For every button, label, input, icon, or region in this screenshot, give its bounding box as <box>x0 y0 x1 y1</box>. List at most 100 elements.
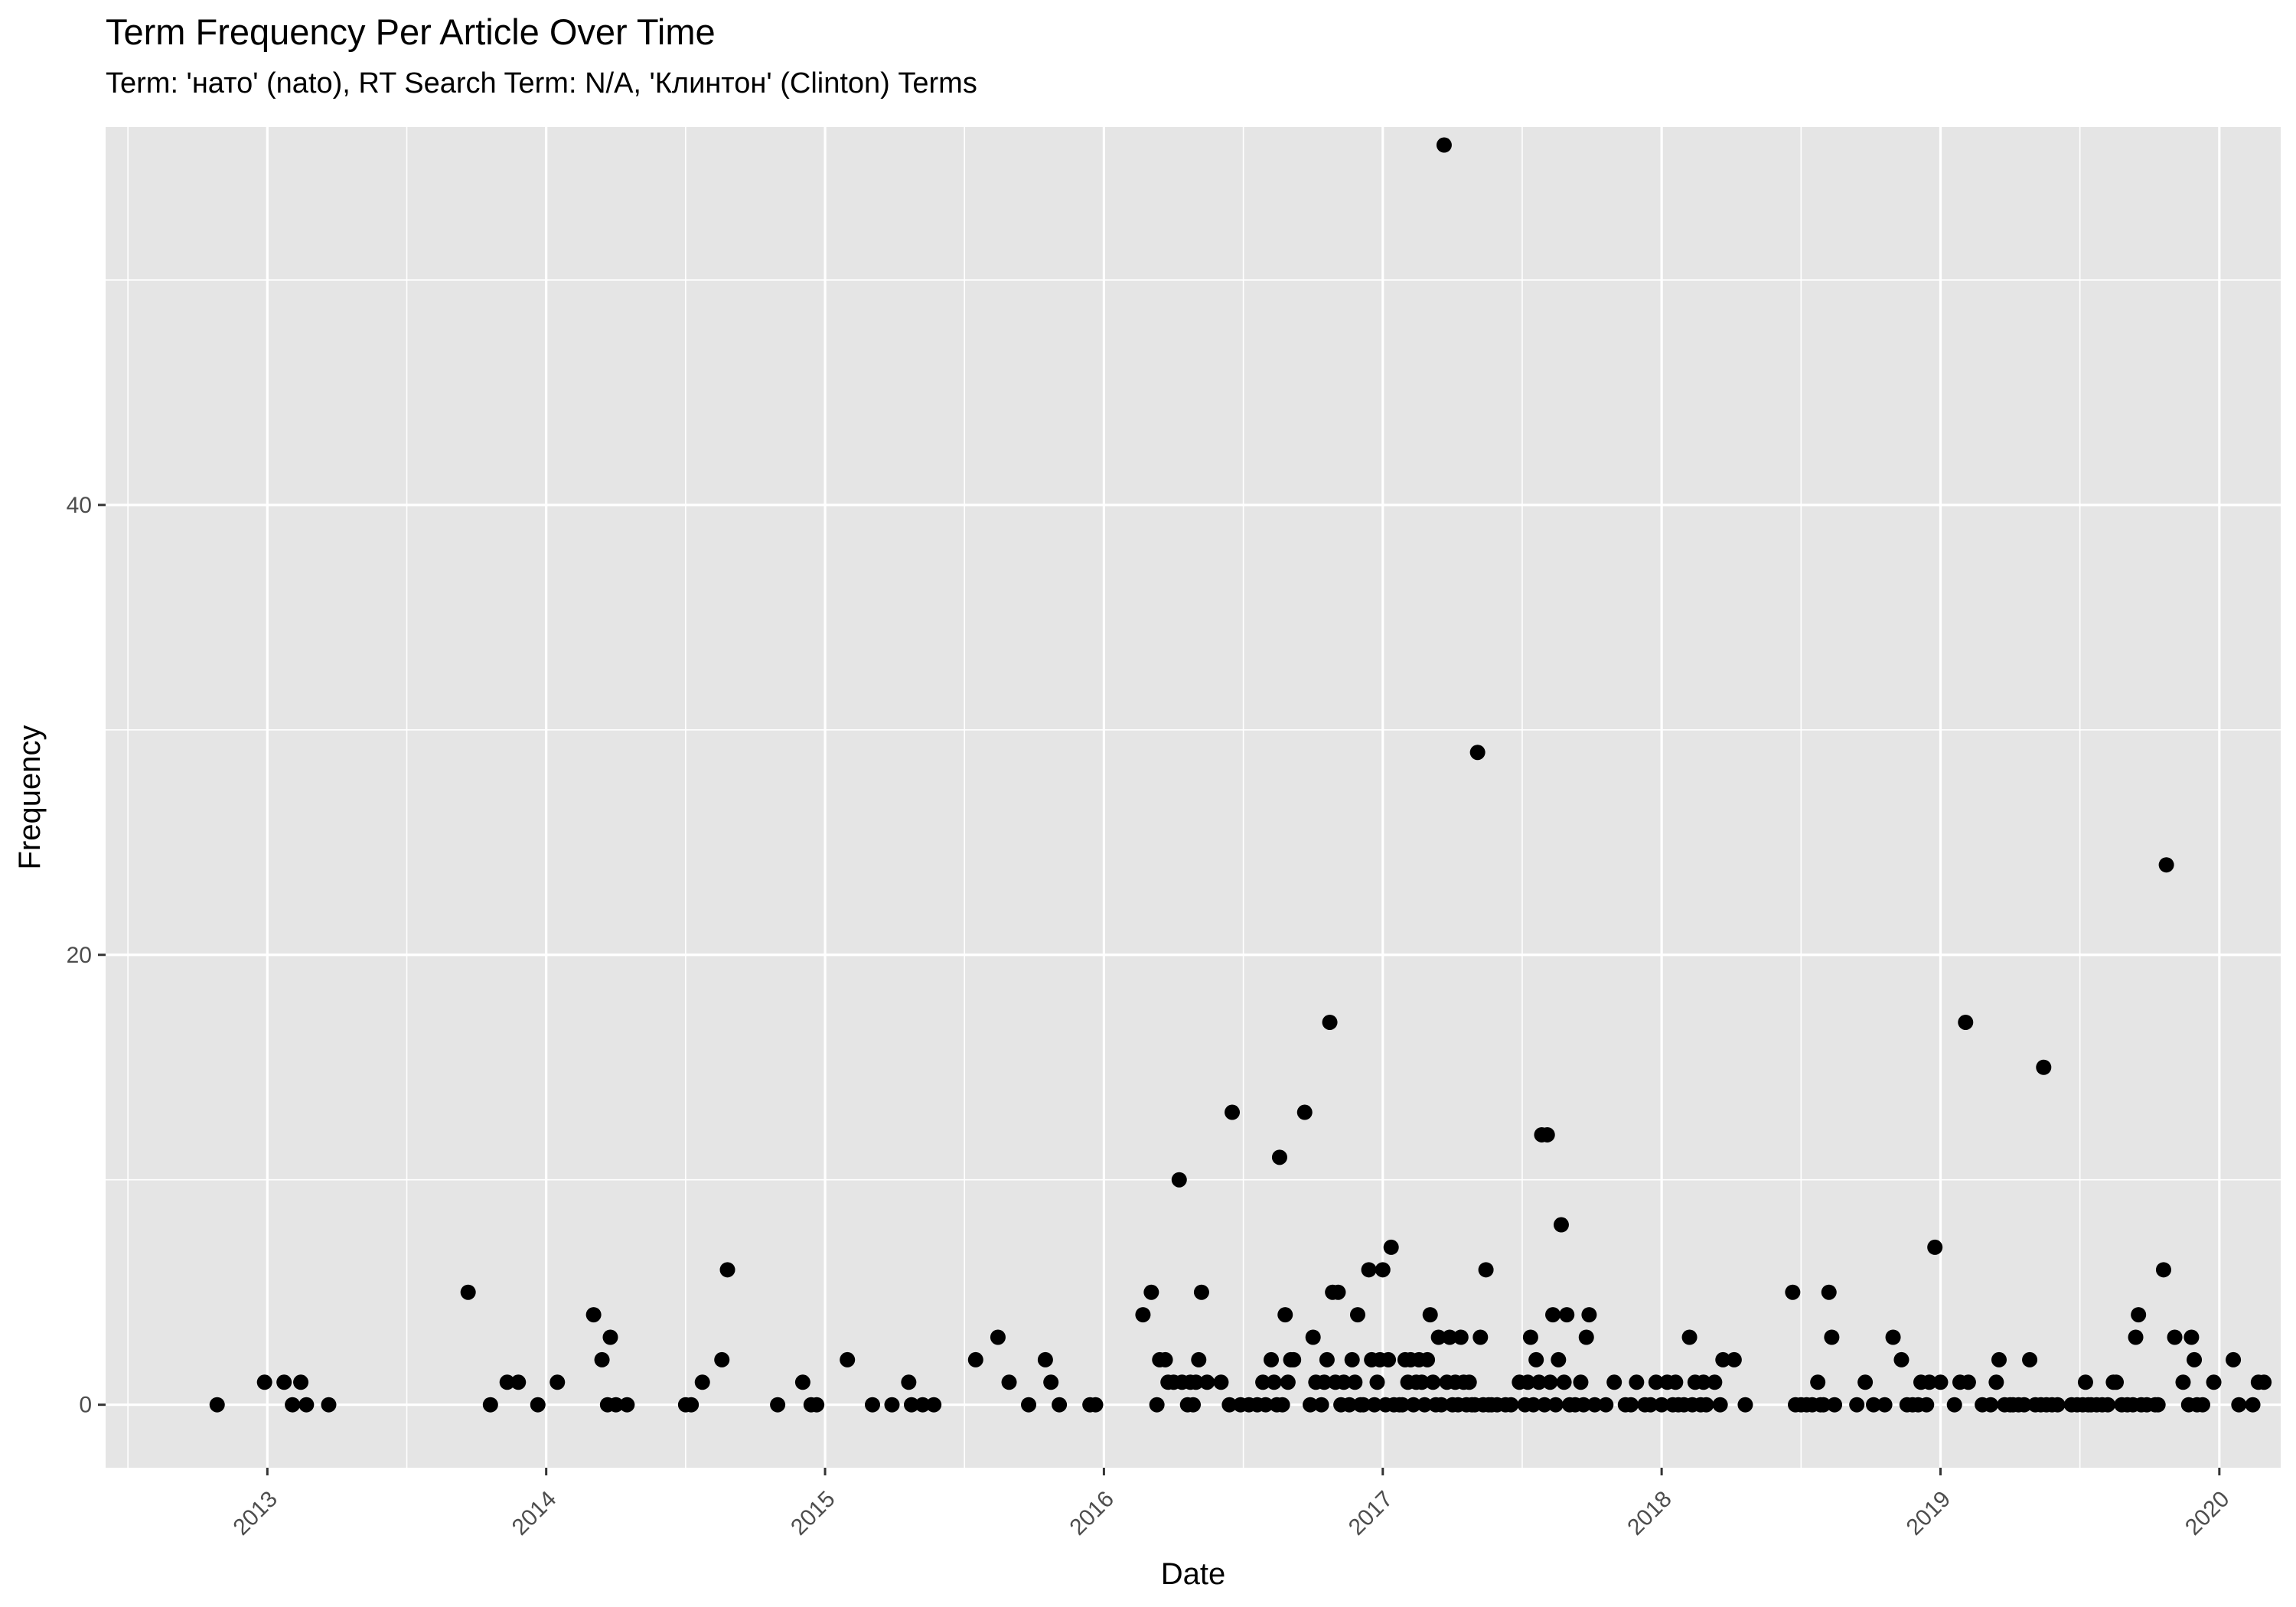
data-point <box>293 1374 309 1390</box>
data-point <box>864 1397 880 1413</box>
data-point <box>1274 1397 1290 1413</box>
data-point <box>1712 1397 1728 1413</box>
chart-subtitle: Term: 'нато' (nato), RT Search Term: N/A… <box>106 67 977 99</box>
data-point <box>2187 1351 2203 1367</box>
data-point <box>1088 1397 1104 1413</box>
data-point <box>321 1397 337 1413</box>
data-point <box>2131 1307 2147 1323</box>
data-point <box>2231 1397 2247 1413</box>
data-point <box>1629 1374 1645 1390</box>
data-point <box>510 1374 527 1390</box>
data-point <box>1342 1397 1358 1413</box>
data-point <box>1578 1329 1594 1345</box>
data-point <box>1037 1351 1053 1367</box>
data-point <box>794 1374 810 1390</box>
data-point <box>1193 1284 1209 1300</box>
data-point <box>1573 1374 1589 1390</box>
data-point <box>276 1374 292 1390</box>
data-point <box>1280 1374 1296 1390</box>
data-point <box>2077 1374 2093 1390</box>
data-point <box>840 1351 856 1367</box>
data-point <box>1932 1374 1949 1390</box>
x-tick-labels: 2013 2014 2015 2016 2017 2018 2019 2020 <box>228 1486 2234 1540</box>
data-point <box>1313 1397 1329 1413</box>
data-point <box>1581 1307 1597 1323</box>
data-point <box>1559 1307 1575 1323</box>
data-point <box>1171 1172 1187 1188</box>
data-point <box>1919 1397 1935 1413</box>
data-point <box>694 1374 710 1390</box>
data-point <box>1336 1374 1352 1390</box>
data-point <box>1286 1351 1302 1367</box>
data-point <box>1695 1374 1711 1390</box>
chart-title: Term Frequency Per Article Over Time <box>106 11 716 52</box>
data-point <box>2245 1397 2261 1413</box>
data-point <box>1381 1351 1397 1367</box>
data-point <box>2150 1397 2166 1413</box>
axis-ticks <box>98 504 2221 1475</box>
data-point <box>298 1397 315 1413</box>
data-point <box>1469 745 1486 761</box>
data-point <box>1960 1374 1976 1390</box>
data-point <box>1606 1374 1623 1390</box>
data-point <box>1149 1397 1165 1413</box>
x-tick-label: 2019 <box>1902 1486 1956 1540</box>
data-point <box>1525 1397 1541 1413</box>
y-tick-label: 40 <box>67 493 92 518</box>
data-point <box>714 1351 730 1367</box>
data-point <box>1668 1374 1684 1390</box>
data-point <box>1257 1397 1274 1413</box>
data-point <box>2022 1351 2038 1367</box>
data-point <box>1430 1329 1446 1345</box>
data-point <box>1349 1307 1365 1323</box>
data-point <box>1221 1397 1238 1413</box>
data-point <box>1642 1397 1658 1413</box>
data-point <box>460 1284 476 1300</box>
data-point <box>1927 1239 1943 1255</box>
data-point <box>550 1374 566 1390</box>
data-point <box>1417 1397 1433 1413</box>
data-point <box>1303 1397 1319 1413</box>
data-point <box>1545 1307 1561 1323</box>
data-point <box>1988 1374 2004 1390</box>
major-gridlines <box>106 127 2281 1468</box>
data-point <box>209 1397 225 1413</box>
data-point <box>901 1374 917 1390</box>
data-point <box>1433 1397 1450 1413</box>
y-axis-title: Frequency <box>13 725 47 870</box>
data-point <box>1225 1104 1241 1120</box>
data-point <box>926 1397 942 1413</box>
data-point <box>1522 1329 1538 1345</box>
data-point <box>602 1329 618 1345</box>
data-point <box>1537 1397 1553 1413</box>
x-tick-label: 2018 <box>1623 1486 1677 1540</box>
data-point <box>1420 1351 1436 1367</box>
data-point <box>1366 1397 1382 1413</box>
data-point <box>1405 1397 1421 1413</box>
data-point <box>1369 1374 1385 1390</box>
x-tick-label: 2015 <box>786 1486 840 1540</box>
data-point <box>1186 1397 1201 1413</box>
data-point <box>1001 1374 1017 1390</box>
minor-gridlines <box>106 127 2281 1468</box>
data-point <box>1539 1126 1555 1143</box>
data-point <box>2016 1397 2032 1413</box>
data-point <box>1810 1374 1826 1390</box>
data-point <box>1425 1374 1441 1390</box>
data-point <box>1921 1374 1937 1390</box>
data-point <box>2183 1329 2200 1345</box>
data-point <box>1785 1284 1801 1300</box>
data-point <box>2158 857 2174 873</box>
data-point <box>1866 1397 1882 1413</box>
data-point <box>915 1397 931 1413</box>
data-point <box>1199 1374 1215 1390</box>
data-point <box>1542 1374 1558 1390</box>
data-point <box>1255 1374 1271 1390</box>
data-point <box>2256 1374 2272 1390</box>
x-tick-label: 2017 <box>1344 1486 1398 1540</box>
data-point <box>1188 1374 1204 1390</box>
data-point <box>1849 1397 1865 1413</box>
data-point <box>1681 1329 1698 1345</box>
data-point <box>585 1307 602 1323</box>
